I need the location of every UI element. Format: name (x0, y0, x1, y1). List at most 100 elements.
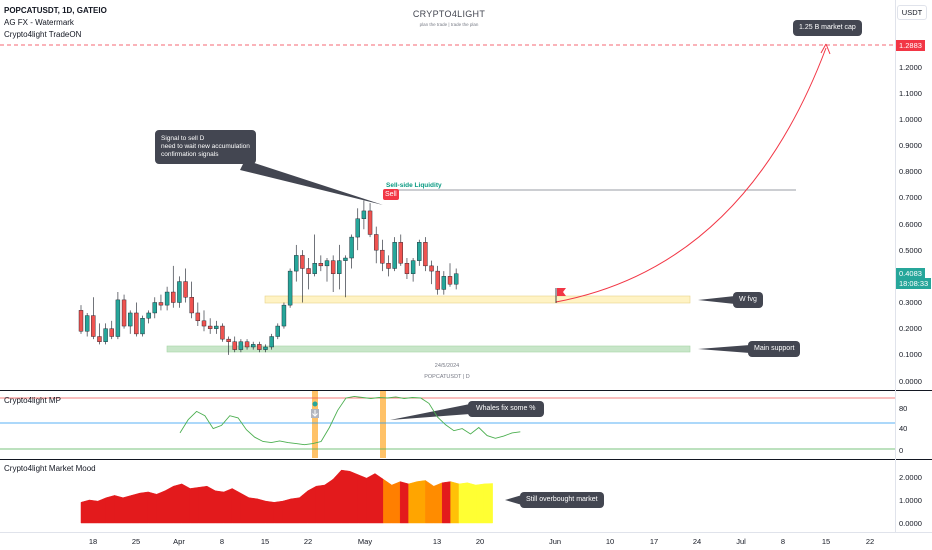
candle[interactable] (158, 294, 164, 311)
candle[interactable] (337, 244, 342, 290)
candle[interactable] (294, 244, 299, 282)
target-callout[interactable]: 1.25 B market cap (793, 20, 862, 36)
candle[interactable] (423, 237, 428, 272)
candle-body (189, 297, 194, 314)
projection-curve[interactable] (555, 47, 827, 303)
candle[interactable] (349, 234, 354, 269)
candle[interactable] (238, 339, 244, 353)
candle[interactable] (103, 323, 108, 345)
candle[interactable] (171, 265, 176, 308)
candle[interactable] (127, 310, 133, 334)
candle-body (410, 260, 416, 274)
candle[interactable] (447, 263, 453, 287)
sell-marker[interactable]: Sell (383, 189, 399, 200)
candle[interactable] (281, 302, 287, 329)
candle[interactable] (226, 336, 231, 355)
candle[interactable] (367, 203, 373, 238)
candle[interactable] (404, 258, 410, 279)
candle[interactable] (392, 237, 397, 272)
candle[interactable] (453, 268, 459, 290)
candle[interactable] (398, 234, 403, 266)
currency-button[interactable]: USDT (897, 5, 927, 20)
candle[interactable] (220, 323, 225, 342)
candle[interactable] (91, 297, 96, 340)
candle[interactable] (177, 276, 182, 308)
tradeon-indicator-label[interactable]: Crypto4light TradeON (4, 30, 82, 39)
candle[interactable] (232, 336, 237, 353)
candle[interactable] (164, 286, 170, 311)
candle[interactable] (189, 281, 194, 319)
mood-area-segment (441, 481, 451, 524)
candle[interactable] (146, 310, 151, 324)
candle[interactable] (257, 341, 262, 353)
candle[interactable] (312, 234, 317, 277)
candle[interactable] (97, 323, 102, 345)
fvg-zone[interactable] (264, 295, 691, 304)
candle[interactable] (374, 226, 379, 264)
candle[interactable] (269, 333, 274, 350)
candle[interactable] (275, 323, 280, 340)
mood-area-segment (223, 488, 233, 524)
candle[interactable] (84, 312, 90, 337)
candle[interactable] (214, 320, 219, 334)
candle-body (146, 312, 151, 319)
candle[interactable] (380, 239, 385, 272)
candle[interactable] (140, 315, 145, 337)
time-axis-label: 18 (88, 537, 98, 546)
candle[interactable] (244, 339, 250, 350)
candle[interactable] (109, 320, 114, 340)
candle[interactable] (287, 268, 293, 308)
candle[interactable] (134, 302, 139, 337)
mood-panel-title[interactable]: Crypto4light Market Mood (4, 464, 96, 473)
candle[interactable] (361, 200, 367, 230)
sell-signal-callout[interactable]: Signal to sell D need to wait new accumu… (155, 130, 256, 164)
candle-body (417, 242, 422, 261)
candle-body (103, 328, 108, 342)
symbol-title[interactable]: POPCATUSDT, 1D, GATEIO (4, 6, 107, 15)
time-axis-label: 25 (131, 537, 141, 546)
watermark-indicator-label[interactable]: AG FX - Watermark (4, 18, 74, 27)
candle[interactable] (263, 344, 268, 353)
candle[interactable] (195, 302, 201, 327)
fvg-callout[interactable]: W fvg (733, 292, 763, 308)
candle[interactable] (429, 260, 434, 285)
candle[interactable] (183, 268, 188, 303)
candle[interactable] (386, 255, 391, 277)
candle[interactable] (115, 292, 121, 340)
candle[interactable] (207, 318, 213, 334)
whales-callout[interactable]: Whales fix some % (468, 401, 544, 417)
mood-area-segment (391, 481, 401, 524)
candle[interactable] (318, 255, 324, 272)
mood-area-segment (89, 499, 99, 524)
candle[interactable] (201, 310, 207, 332)
candle[interactable] (300, 250, 305, 303)
mood-area-segment (483, 483, 493, 524)
time-axis-label: 22 (303, 537, 313, 546)
candle[interactable] (306, 258, 311, 290)
mood-area-segment (231, 488, 241, 524)
candle[interactable] (410, 258, 416, 282)
mood-callout[interactable]: Still overbought market (520, 492, 604, 508)
mood-area-segment (299, 490, 309, 524)
candle[interactable] (324, 258, 330, 282)
flag-icon[interactable] (557, 288, 566, 296)
candle-body (115, 299, 121, 337)
candle[interactable] (355, 208, 360, 251)
candle[interactable] (121, 294, 127, 329)
candle[interactable] (152, 297, 158, 319)
candle[interactable] (330, 255, 336, 293)
time-axis-label: 10 (605, 537, 615, 546)
candle[interactable] (441, 271, 447, 295)
main-support-zone[interactable] (166, 345, 691, 353)
candle[interactable] (343, 255, 348, 298)
mp-line[interactable] (179, 395, 521, 446)
support-callout[interactable]: Main support (748, 341, 801, 357)
candle[interactable] (417, 239, 422, 266)
candle[interactable] (435, 265, 440, 295)
candle[interactable] (250, 341, 256, 350)
mood-area-segment (458, 482, 468, 524)
candle[interactable] (78, 305, 84, 334)
mood-area-segment (290, 497, 300, 524)
mp-panel-title[interactable]: Crypto4light MP (4, 396, 61, 405)
